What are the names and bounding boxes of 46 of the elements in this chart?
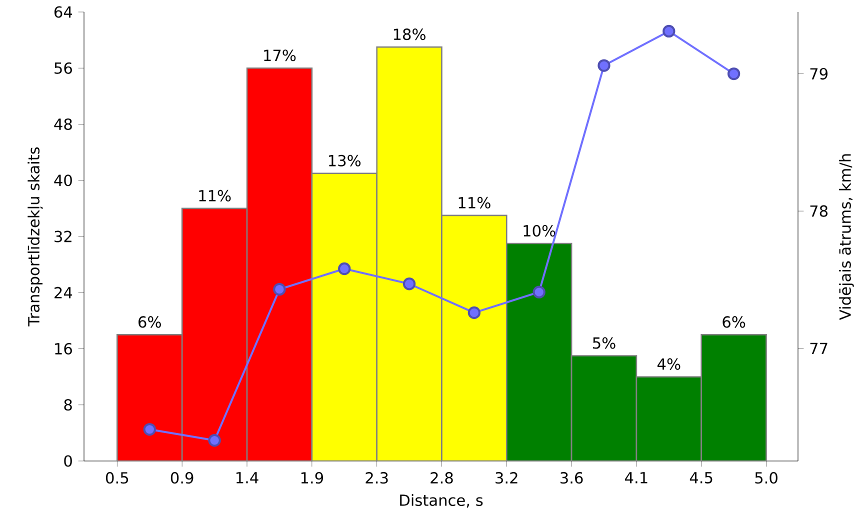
x-tick-label: 0.5 (106, 472, 128, 484)
x-tick-label: 1.9 (301, 472, 324, 484)
annotation: 18% (394, 28, 426, 40)
annotation: 6% (722, 316, 746, 328)
y-tick-label: 0 (64, 455, 72, 467)
point (143, 423, 156, 436)
annotation: 4% (657, 358, 680, 370)
point (727, 67, 740, 80)
annotation: 13% (329, 154, 361, 166)
y2-axis-title: Vidējais ātrums, km/h (839, 154, 854, 320)
y2-tick-label: 77 (810, 342, 828, 354)
y2-tick-label: 79 (810, 68, 828, 80)
y-tick-label: 64 (54, 6, 72, 18)
x-tick-label: 2.8 (430, 472, 453, 484)
point (402, 278, 416, 290)
y-axis-title: Transportlīdzekļu skaits (28, 147, 43, 326)
x-axis-title: Distance, s (400, 494, 483, 508)
y2-tick-label: 78 (810, 205, 828, 217)
annotation: 10% (524, 224, 556, 237)
annotation: 11% (458, 196, 490, 208)
point (598, 59, 610, 72)
x-tick-label: 3.6 (560, 472, 583, 484)
annotation: 5% (593, 337, 616, 349)
y-tick-label: 32 (54, 230, 72, 242)
y-tick-label: 8 (64, 399, 72, 411)
annotation: 11% (199, 190, 231, 202)
y-tick-label: 24 (54, 286, 72, 298)
y-tick-label: 48 (54, 118, 72, 130)
annotation: 6% (138, 316, 161, 328)
point (273, 283, 286, 296)
x-tick-label: 4.5 (690, 472, 712, 484)
x-tick-label: 0.9 (170, 472, 194, 484)
x-tick-label: 3.2 (496, 472, 518, 484)
x-tick-label: 2.3 (366, 472, 388, 484)
annotation: 17% (264, 50, 296, 62)
point (532, 286, 546, 298)
y-tick-label: 40 (54, 174, 72, 186)
point (468, 306, 481, 320)
x-tick-label: 5.0 (755, 472, 778, 484)
y-tick-label: 16 (55, 342, 72, 355)
point (208, 434, 221, 447)
y-tick-label: 56 (54, 62, 72, 74)
x-tick-label: 4.1 (625, 472, 648, 484)
point (662, 24, 676, 38)
point (338, 262, 351, 276)
x-tick-label: 1.4 (236, 472, 258, 484)
